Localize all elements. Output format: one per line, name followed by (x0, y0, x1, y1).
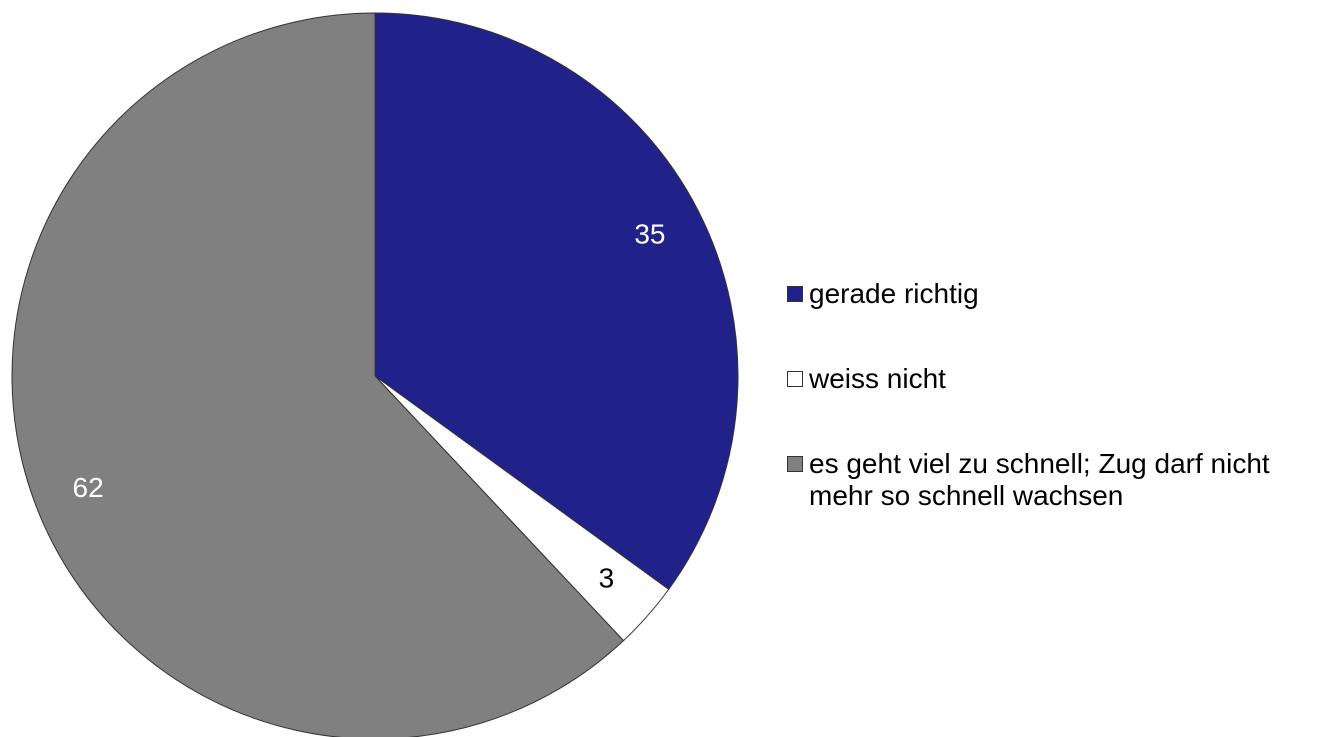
legend-label: weiss nicht (809, 363, 946, 394)
data-label: 3 (599, 562, 615, 593)
pie-slice (374, 12, 739, 591)
legend-swatch (787, 456, 803, 472)
legend-item: es geht viel zu schnell; Zug darf nicht … (787, 448, 1339, 512)
legend-label: gerade richtig (809, 278, 979, 309)
legend-item: gerade richtig (787, 278, 1339, 310)
legend-swatch (787, 371, 803, 387)
pie-slice (11, 12, 625, 737)
data-label: 62 (73, 472, 104, 503)
legend-swatch (787, 286, 803, 302)
legend: gerade richtig weiss nicht es geht viel zu… (787, 278, 1339, 565)
legend-label: es geht viel zu schnell; Zug darf nicht … (809, 448, 1270, 511)
data-label: 35 (634, 218, 665, 249)
legend-item: weiss nicht (787, 363, 1339, 395)
